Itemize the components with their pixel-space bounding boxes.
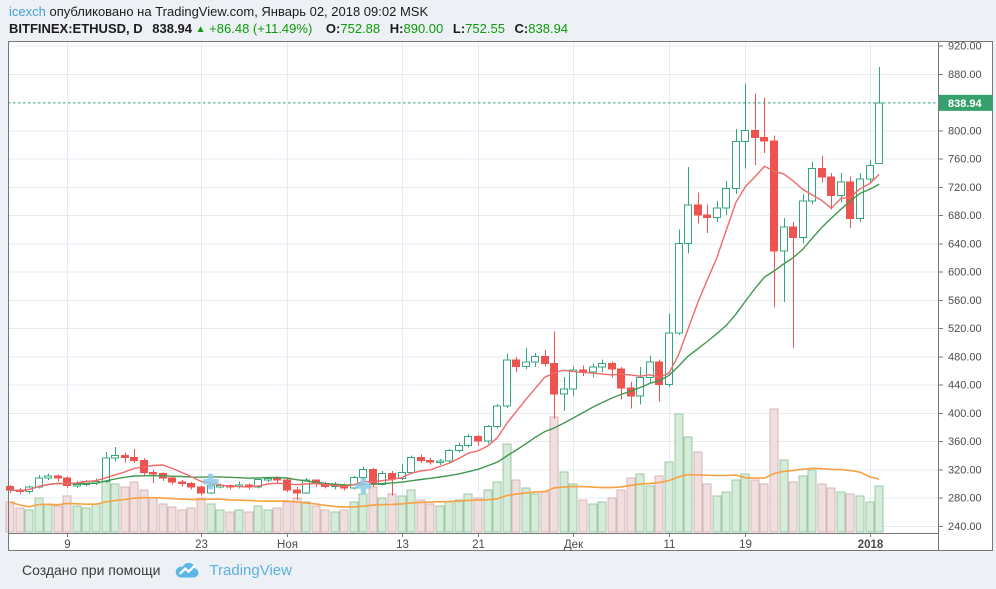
svg-text:21: 21 [472,539,485,551]
svg-text:480.00: 480.00 [948,351,982,363]
high-label: H: [389,21,404,36]
svg-text:600.00: 600.00 [948,267,982,279]
close-label: C: [514,21,529,36]
tradingview-brand-link[interactable]: TradingView [209,561,292,579]
footer: Создано при помощи TradingView [22,559,292,581]
symbol-title[interactable]: BITFINEX:ETHUSD, D [9,21,143,36]
ma-slow-line [9,183,880,492]
open-label: O: [325,21,341,36]
svg-text:680.00: 680.00 [948,210,982,222]
svg-text:240.00: 240.00 [948,521,982,533]
svg-text:280.00: 280.00 [948,493,982,505]
svg-text:800.00: 800.00 [948,125,982,137]
candlestick-layer [6,66,883,500]
up-triangle-icon: ▲ [195,24,206,35]
svg-text:560.00: 560.00 [948,295,982,307]
svg-text:720.00: 720.00 [948,182,982,194]
ma-fast-line [9,165,880,492]
svg-text:838.94: 838.94 [948,98,983,110]
svg-text:Дек: Дек [564,539,584,551]
last-price-value: 838.94 [152,21,193,36]
svg-text:360.00: 360.00 [948,436,982,448]
high-value: 890.00 [403,21,444,36]
symbol-legend-line: BITFINEX:ETHUSD, D 838.94 ▲ +86.48 (+11.… [9,20,568,39]
author-link[interactable]: icexch [9,4,46,19]
volume-layer [5,408,884,533]
svg-text:760.00: 760.00 [948,154,982,166]
tradingview-logo-icon[interactable] [174,559,201,581]
svg-text:19: 19 [739,539,752,551]
svg-text:880.00: 880.00 [948,69,982,81]
svg-text:320.00: 320.00 [948,464,982,476]
svg-text:640.00: 640.00 [948,238,982,250]
svg-text:11: 11 [664,539,676,551]
svg-text:23: 23 [195,539,208,551]
last-price-label: 838.94 [939,94,993,111]
volume-ma-line [9,467,880,508]
note-marker[interactable] [202,473,219,490]
open-value: 752.88 [340,21,381,36]
svg-text:13: 13 [396,539,409,551]
publish-info-line: icexch опубликовано на TradingView.com, … [9,4,428,20]
low-label: L: [452,21,466,36]
time-scale[interactable]: 9 23 Ноя 13 21 Дек 11 19 2018 [64,533,884,551]
svg-text:400.00: 400.00 [948,408,982,420]
svg-text:920.00: 920.00 [948,41,982,53]
close-value: 838.94 [528,21,569,36]
note-marker[interactable] [355,477,372,494]
svg-text:520.00: 520.00 [948,323,982,335]
svg-text:2018: 2018 [858,539,884,551]
chart-frame [8,41,993,551]
svg-text:9: 9 [64,539,70,551]
price-scale[interactable]: 920.00 880.00 800.00 760.00 720.00 680.00 640.… [938,41,982,533]
publish-text: опубликовано на TradingView.com, Январь … [49,4,429,19]
svg-text:Ноя: Ноя [277,539,298,551]
created-with-text: Создано при помощи [22,562,161,578]
price-change: +86.48 (+11.49%) [209,21,313,36]
low-value: 752.55 [465,21,505,36]
svg-text:440.00: 440.00 [948,380,982,392]
